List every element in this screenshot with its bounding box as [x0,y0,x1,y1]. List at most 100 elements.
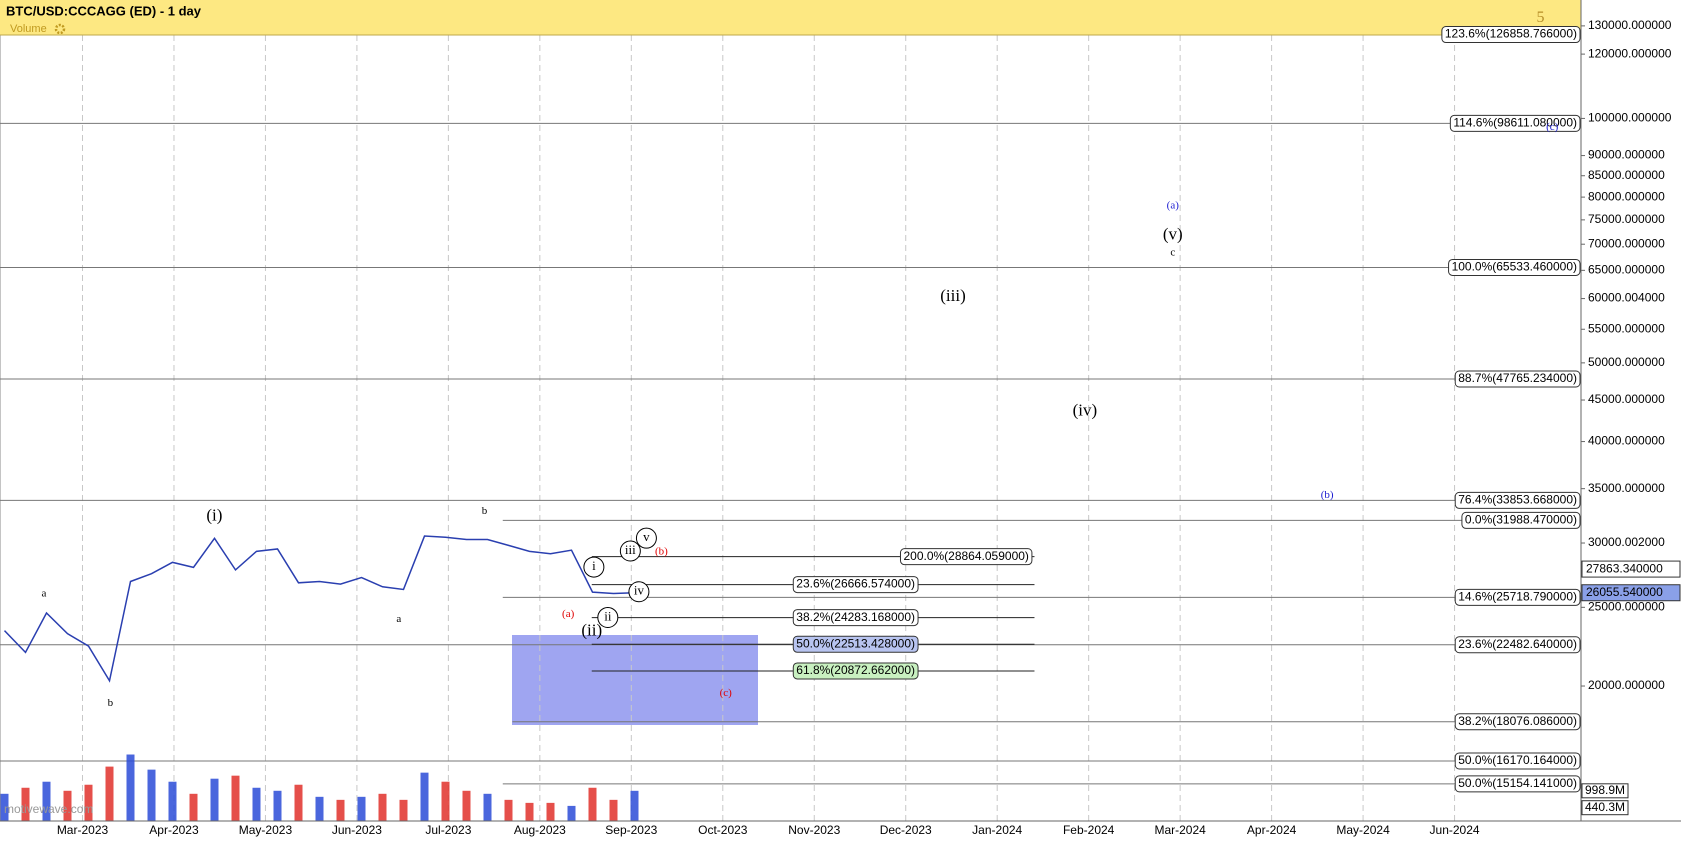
x-tick-label: Jan-2024 [972,823,1022,837]
wave-label: a [396,613,401,625]
fib-label: 88.7%(47765.234000) [1458,371,1577,385]
y-tick-label: 70000.000000 [1588,236,1665,250]
x-tick-label: Sep-2023 [605,823,657,837]
volume-bar [441,781,450,821]
volume-bar [63,790,72,821]
fib-label: 61.8%(20872.662000) [796,663,915,677]
fib-label-box [899,548,1033,566]
y-tick-label: 20000.000000 [1588,678,1665,692]
wave-label: (iv) [1073,401,1098,420]
wave-label: v [643,529,650,544]
wave-circle [628,581,650,603]
wave-circle [635,527,657,549]
x-tick-label: Nov-2023 [788,823,840,837]
fib-label: 0.0%(31988.470000) [1465,513,1577,527]
y-tick-label: 60000.004000 [1588,291,1665,305]
fib-label: 50.0%(22513.428000) [796,636,915,650]
watermark: motivewave.com [4,802,93,816]
fib-label: 76.4%(33853.668000) [1458,493,1577,507]
wave-circle [597,606,619,628]
price-tag-label: 27863.340000 [1586,561,1663,575]
x-tick-label: Oct-2023 [698,823,748,837]
fib-label-box [1454,713,1581,731]
volume-bar [546,802,555,821]
settings-icon[interactable] [54,23,66,35]
y-tick-label: 130000.000000 [1588,18,1672,32]
grid [0,34,1581,821]
volume-bar [42,781,51,821]
price-tag [1581,584,1681,602]
header-band [0,0,1581,35]
volume-bar [294,784,303,821]
volume-bar [126,754,135,821]
wave-label: (b) [1321,489,1334,501]
fib-label: 114.6%(98611.080000) [1453,116,1577,130]
fib-label: 14.6%(25718.790000) [1458,589,1577,603]
volume-bar [504,799,513,821]
x-tick-label: May-2023 [239,823,293,837]
volume-bar [483,793,492,821]
wave-label: iv [634,583,645,598]
wave-label: (c) [1546,121,1559,133]
volume-bar [0,793,9,821]
volume-bar [420,772,429,821]
fib-label-box [792,662,919,680]
volume-bar [357,796,366,821]
x-tick-label: Mar-2024 [1154,823,1206,837]
x-tick-label: Jun-2023 [332,823,382,837]
target-box [512,635,758,725]
price-line [3,535,635,683]
y-tick-label: 85000.000000 [1588,168,1665,182]
wave-label: b [482,505,488,517]
wave-label: (i) [206,506,222,525]
volume-bar [168,781,177,821]
volume-bar [588,787,597,821]
wave-label: ii [604,608,612,623]
fib-label-box [792,576,919,594]
wave-label: (c) [720,687,733,699]
volume-bar [630,790,639,821]
y-tick-label: 40000.000000 [1588,434,1665,448]
wave-circle [619,540,641,562]
fib-label: 50.0%(15154.141000) [1458,776,1577,790]
indicator-label[interactable]: Volume [10,23,47,35]
fib-label-box [1454,370,1581,388]
y-tick-label: 90000.000000 [1588,148,1665,162]
wave-circle [583,556,605,578]
y-tick-label: 65000.000000 [1588,263,1665,277]
fib-label-box [1448,258,1581,276]
fib-label-box [1454,775,1581,793]
fib-label: 100.0%(65533.460000) [1452,260,1577,274]
price-tag-label: 26055.540000 [1586,585,1663,599]
volume-bar [147,769,156,821]
y-tick-label: 55000.000000 [1588,321,1665,335]
fib-label-box [1441,26,1581,44]
fib-label-box [792,635,919,653]
y-tick-label: 25000.000000 [1588,599,1665,613]
y-tick-label: 80000.000000 [1588,189,1665,203]
volume-bar [399,799,408,821]
volume-tick-label: 998.9M [1585,783,1625,797]
x-tick-label: Apr-2023 [149,823,199,837]
fib-label-box [1454,636,1581,654]
fib-label: 23.6%(26666.574000) [796,577,915,591]
fib-label-box [1461,511,1581,529]
x-tick-label: Mar-2023 [57,823,109,837]
wave-label: iii [625,542,636,557]
x-tick-label: Jun-2024 [1430,823,1480,837]
wave-label: i [592,558,596,573]
chart-title: BTC/USD:CCCAGG (ED) - 1 day [6,3,202,18]
x-tick-label: Feb-2024 [1063,823,1115,837]
fib-label: 200.0%(28864.059000) [903,549,1028,563]
x-tick-label: Aug-2023 [514,823,566,837]
volume-bar [84,784,93,821]
marks [0,535,1035,821]
fib-label-box [1454,752,1581,770]
volume-bar [189,793,198,821]
volume-bar [462,790,471,821]
fib-label-box [1454,588,1581,606]
fib-label: 38.2%(18076.086000) [1458,714,1577,728]
volume-bar [567,805,576,821]
y-tick-label: 45000.000000 [1588,392,1665,406]
